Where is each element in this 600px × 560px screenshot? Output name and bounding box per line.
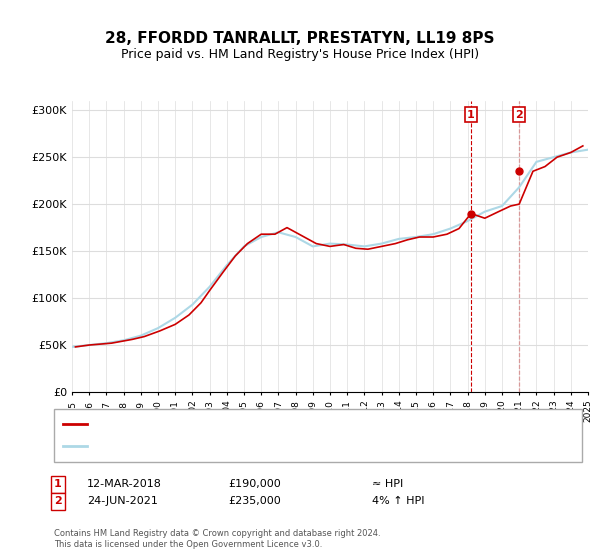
Text: 28, FFORDD TANRALLT, PRESTATYN, LL19 8PS: 28, FFORDD TANRALLT, PRESTATYN, LL19 8PS [105, 31, 495, 46]
Text: 1: 1 [467, 110, 475, 119]
Text: £190,000: £190,000 [228, 479, 281, 489]
Text: 1: 1 [54, 479, 62, 489]
Text: £235,000: £235,000 [228, 496, 281, 506]
Text: 2: 2 [515, 110, 523, 119]
Text: 12-MAR-2018: 12-MAR-2018 [87, 479, 162, 489]
Text: 28, FFORDD TANRALLT, PRESTATYN, LL19 8PS (detached house): 28, FFORDD TANRALLT, PRESTATYN, LL19 8PS… [93, 419, 424, 429]
Text: ≈ HPI: ≈ HPI [372, 479, 403, 489]
Text: Price paid vs. HM Land Registry's House Price Index (HPI): Price paid vs. HM Land Registry's House … [121, 48, 479, 60]
Text: Contains HM Land Registry data © Crown copyright and database right 2024.
This d: Contains HM Land Registry data © Crown c… [54, 529, 380, 549]
Text: HPI: Average price, detached house, Denbighshire: HPI: Average price, detached house, Denb… [93, 441, 355, 451]
Text: 4% ↑ HPI: 4% ↑ HPI [372, 496, 425, 506]
Text: 24-JUN-2021: 24-JUN-2021 [87, 496, 158, 506]
Text: 2: 2 [54, 496, 62, 506]
